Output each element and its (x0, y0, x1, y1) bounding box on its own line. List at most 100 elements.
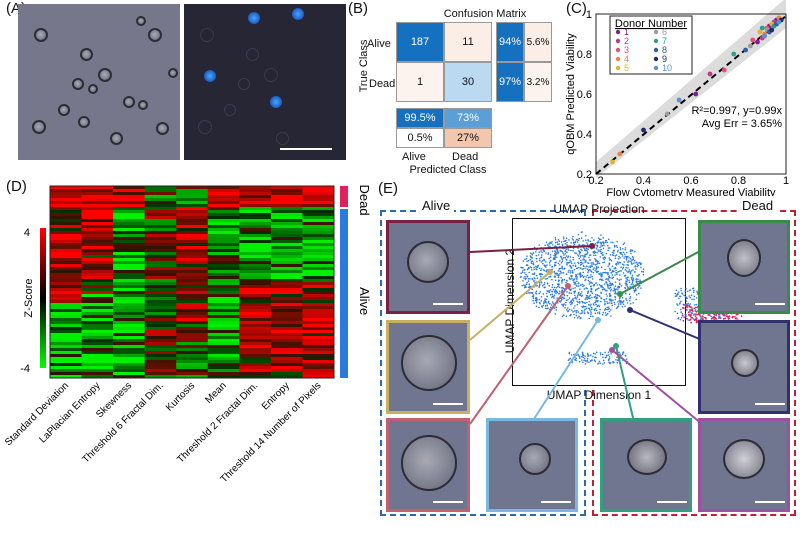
umap-point-alive (607, 277, 609, 280)
x-tick-label: 0.8 (731, 175, 746, 187)
umap-point-alive (560, 276, 562, 279)
umap-point-alive (598, 262, 601, 265)
umap-point-alive (549, 302, 551, 305)
heatmap-cell (50, 189, 82, 193)
umap-point-alive (625, 277, 628, 279)
heatmap-cell (81, 258, 114, 262)
umap-point-alive (548, 257, 551, 260)
heatmap-cell (113, 321, 145, 325)
umap-point-alive (578, 252, 581, 255)
heatmap-cell (239, 189, 272, 193)
umap-point-alive (595, 288, 597, 291)
umap-point-alive (603, 309, 606, 311)
umap-point-alive (564, 307, 566, 309)
umap-point-alive (632, 258, 635, 261)
umap-point-dead (682, 307, 685, 310)
heatmap-cell (270, 369, 303, 373)
umap-point-alive (535, 299, 538, 301)
umap-point-alive (613, 246, 616, 248)
umap-point-alive (620, 278, 622, 281)
heatmap-cell (144, 252, 177, 256)
umap-point-alive (586, 358, 589, 360)
feature-label: Mean (203, 380, 228, 405)
heatmap-cell (302, 285, 335, 289)
heatmap-cell (50, 279, 82, 283)
umap-point-alive (623, 253, 626, 255)
heatmap-cell (270, 219, 303, 223)
umap-point-alive (596, 305, 599, 308)
heatmap-cell (50, 225, 82, 229)
heatmap-cell (81, 213, 114, 217)
umap-point-alive (620, 285, 623, 287)
umap-point-alive (567, 255, 570, 258)
umap-point-alive (551, 296, 553, 299)
heatmap-cell (239, 303, 272, 307)
umap-point-alive (578, 298, 581, 301)
heatmap-cell (144, 231, 177, 235)
umap-point-alive (602, 363, 604, 365)
umap-point-alive (589, 258, 591, 261)
heatmap-cell (239, 375, 272, 379)
heatmap-cell (302, 195, 335, 199)
umap-point-alive (610, 260, 613, 262)
umap-point-alive (695, 297, 698, 299)
umap-point-alive (559, 272, 561, 275)
umap-point-dead (689, 315, 692, 318)
umap-point-alive (609, 247, 611, 249)
heatmap-cell (113, 300, 145, 304)
heatmap-cell (113, 315, 145, 319)
heatmap-cell (176, 357, 209, 361)
umap-point-alive (577, 273, 579, 275)
heatmap-cell (81, 279, 114, 283)
confusion-xlabel: Predicted Class (409, 164, 487, 176)
heatmap-cell (113, 258, 145, 262)
heatmap-cell (302, 324, 335, 328)
umap-point-dead (681, 314, 684, 317)
umap-point-alive (532, 295, 535, 298)
umap-point-alive (574, 305, 576, 307)
umap-point-alive (538, 251, 541, 253)
umap-point-alive (578, 302, 581, 304)
heatmap-cell (50, 276, 82, 280)
umap-point-alive (599, 249, 601, 251)
umap-point-dead (689, 310, 691, 312)
umap-point-alive (590, 274, 592, 276)
umap-point-alive (556, 241, 558, 243)
heatmap-cell (207, 279, 240, 283)
umap-point-alive (524, 275, 526, 278)
umap-point-alive (595, 282, 597, 284)
data-point-donor-10 (676, 97, 682, 103)
umap-point-alive (688, 295, 690, 297)
umap-point-alive (556, 248, 558, 250)
umap-point-alive (546, 307, 548, 310)
heatmap-cell (302, 321, 335, 325)
umap-point-alive (535, 297, 538, 300)
legend-marker-donor-7 (653, 38, 659, 44)
umap-point-alive (591, 308, 593, 311)
umap-point-alive (584, 305, 587, 308)
umap-point-alive (632, 269, 634, 271)
heatmap-cell (270, 192, 303, 196)
heatmap-cell (50, 288, 82, 292)
heatmap-cell (81, 309, 114, 313)
data-point-donor-6 (664, 111, 670, 117)
umap-point-alive (554, 276, 557, 278)
heatmap-cell (144, 249, 177, 253)
umap-point-alive (562, 314, 565, 316)
umap-point-alive (693, 289, 695, 292)
umap-point-alive (576, 241, 579, 243)
umap-point-alive (529, 292, 531, 294)
umap-point-alive (548, 289, 550, 292)
umap-point-alive (567, 310, 569, 313)
heatmap-cell (176, 315, 209, 319)
umap-point-alive (553, 271, 556, 273)
heatmap-cell (113, 303, 145, 307)
heatmap-cell (113, 309, 145, 313)
umap-point-alive (557, 276, 560, 279)
umap-point-alive (619, 246, 622, 249)
umap-point-alive (557, 279, 560, 282)
umap-point-alive (564, 304, 567, 306)
heatmap-cell (302, 303, 335, 307)
umap-point-alive (602, 359, 605, 362)
umap-point-alive (564, 253, 567, 255)
